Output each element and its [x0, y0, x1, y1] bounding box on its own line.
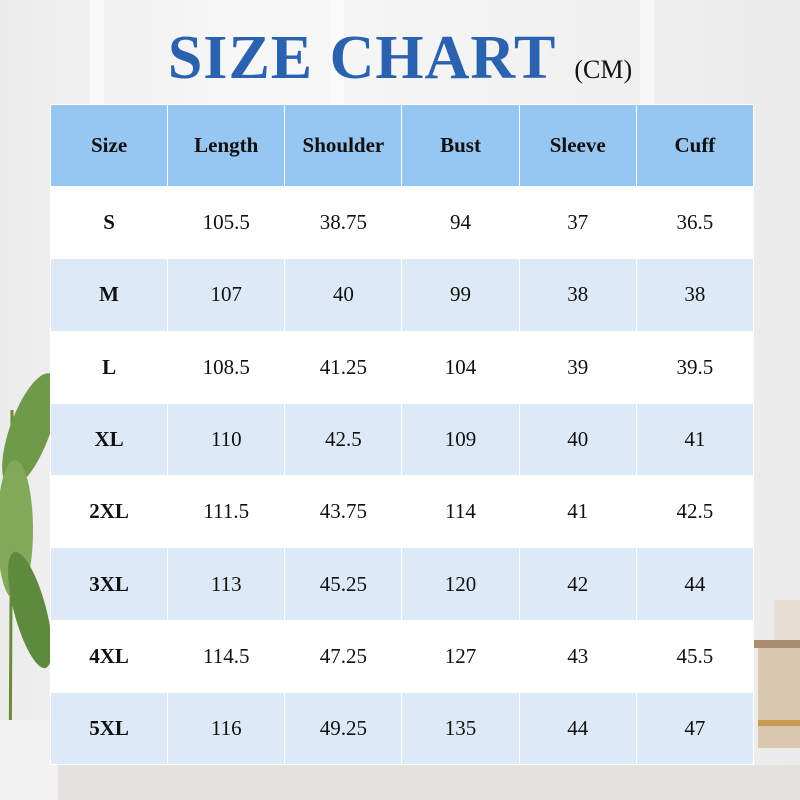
- size-cell: M: [49, 258, 169, 332]
- measurement-cell: 44: [635, 547, 755, 621]
- measurement-cell: 110: [167, 402, 286, 477]
- measurement-cell: 114.5: [167, 619, 286, 694]
- table-row: 3XL 113 45.25 120 42 44: [49, 547, 755, 621]
- bench-illustration: [754, 600, 800, 748]
- measurement-cell: 38: [518, 258, 637, 332]
- measurement-cell: 99: [401, 258, 520, 332]
- column-header: Shoulder: [284, 104, 403, 187]
- size-cell: S: [49, 185, 169, 260]
- column-header: Bust: [401, 104, 520, 187]
- size-cell: 3XL: [49, 547, 169, 621]
- measurement-cell: 42: [518, 547, 637, 621]
- measurement-cell: 105.5: [167, 185, 286, 260]
- column-header: Size: [49, 104, 169, 187]
- table-row: 2XL 111.5 43.75 114 41 42.5: [49, 475, 755, 549]
- measurement-cell: 38: [635, 258, 755, 332]
- table-row: XL 110 42.5 109 40 41: [49, 402, 755, 477]
- table-row: 4XL 114.5 47.25 127 43 45.5: [49, 619, 755, 694]
- measurement-cell: 45.5: [635, 619, 755, 694]
- measurement-cell: 36.5: [635, 185, 755, 260]
- measurement-cell: 114: [401, 475, 520, 549]
- measurement-cell: 39: [518, 330, 637, 404]
- header-row: Size Length Shoulder Bust Sleeve Cuff: [49, 104, 755, 187]
- measurement-cell: 45.25: [284, 547, 403, 621]
- measurement-cell: 113: [167, 547, 286, 621]
- measurement-cell: 107: [167, 258, 286, 332]
- measurement-cell: 43.75: [284, 475, 403, 549]
- measurement-cell: 40: [284, 258, 403, 332]
- column-header: Sleeve: [518, 104, 637, 187]
- measurement-cell: 41: [635, 402, 755, 477]
- plant-illustration: [0, 373, 58, 800]
- measurement-cell: 44: [518, 692, 637, 766]
- measurement-cell: 40: [518, 402, 637, 477]
- size-cell: 4XL: [49, 619, 169, 694]
- heading: SIZE CHART (CM): [0, 22, 800, 94]
- measurement-cell: 116: [167, 692, 286, 766]
- measurement-cell: 49.25: [284, 692, 403, 766]
- measurement-cell: 104: [401, 330, 520, 404]
- measurement-cell: 109: [401, 402, 520, 477]
- measurement-cell: 47: [635, 692, 755, 766]
- size-cell: 2XL: [49, 475, 169, 549]
- measurement-cell: 135: [401, 692, 520, 766]
- size-cell: L: [49, 330, 169, 404]
- table-row: S 105.5 38.75 94 37 36.5: [49, 185, 755, 260]
- measurement-cell: 108.5: [167, 330, 286, 404]
- column-header: Length: [167, 104, 286, 187]
- size-table: Size Length Shoulder Bust Sleeve Cuff S 105.5 3…: [49, 104, 755, 766]
- measurement-cell: 42.5: [284, 402, 403, 477]
- table-row: L 108.5 41.25 104 39 39.5: [49, 330, 755, 404]
- page-title: SIZE CHART: [167, 24, 557, 92]
- measurement-cell: 94: [401, 185, 520, 260]
- measurement-cell: 47.25: [284, 619, 403, 694]
- table-row: M 107 40 99 38 38: [49, 258, 755, 332]
- measurement-cell: 120: [401, 547, 520, 621]
- measurement-cell: 39.5: [635, 330, 755, 404]
- size-cell: 5XL: [49, 692, 169, 766]
- floor: [0, 765, 800, 800]
- table-row: 5XL 116 49.25 135 44 47: [49, 692, 755, 766]
- measurement-cell: 111.5: [167, 475, 286, 549]
- measurement-cell: 127: [401, 619, 520, 694]
- unit-label: (CM): [574, 55, 633, 84]
- measurement-cell: 43: [518, 619, 637, 694]
- measurement-cell: 41: [518, 475, 637, 549]
- size-cell: XL: [49, 402, 169, 477]
- column-header: Cuff: [635, 104, 755, 187]
- measurement-cell: 38.75: [284, 185, 403, 260]
- measurement-cell: 37: [518, 185, 637, 260]
- measurement-cell: 41.25: [284, 330, 403, 404]
- measurement-cell: 42.5: [635, 475, 755, 549]
